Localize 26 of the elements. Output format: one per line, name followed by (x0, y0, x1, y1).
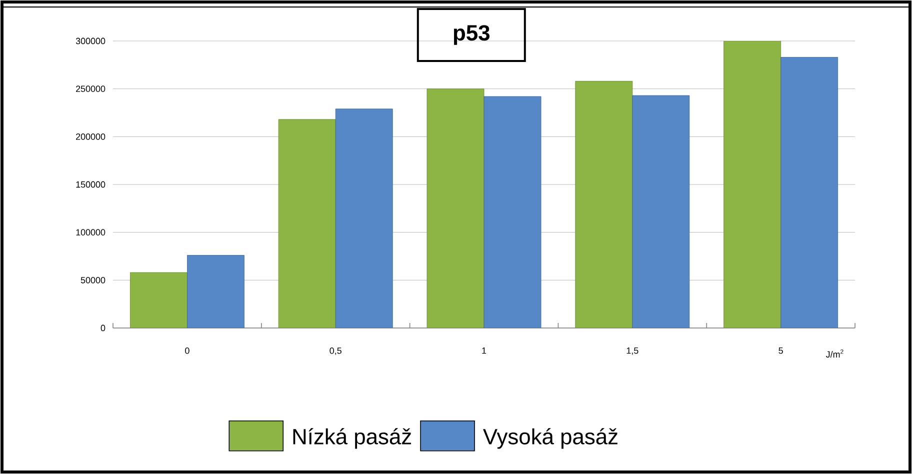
y-tick-label: 200000 (76, 133, 106, 140)
bar (278, 119, 336, 328)
legend-label: Nízká pasáž (293, 428, 412, 449)
y-tick-label: 0 (100, 324, 106, 332)
y-tick-label: 100000 (76, 229, 106, 236)
x-tick-label: 5 (778, 348, 783, 354)
bar (484, 96, 542, 328)
y-tick-label: 150000 (76, 181, 106, 188)
x-tick-label: 1 (482, 348, 486, 354)
chart-title: p53 (454, 25, 490, 45)
y-tick-label: 250000 (76, 86, 106, 92)
bar (632, 95, 690, 328)
bar (780, 57, 838, 328)
legend-label: Vysoká pasáž (483, 428, 618, 449)
x-tick-label: 0,5 (330, 348, 342, 355)
bar (335, 108, 393, 328)
bar (724, 40, 782, 328)
x-tick-label: 1,5 (626, 348, 638, 355)
bar (187, 255, 244, 328)
bar (130, 272, 188, 328)
x-tick-label: 0 (185, 348, 190, 354)
bar (575, 80, 633, 328)
x-axis-title: J/m$^{2}$ (826, 350, 844, 358)
bar (426, 88, 484, 328)
y-tick-label: 50000 (80, 276, 106, 284)
y-tick-label: 300000 (76, 38, 106, 44)
